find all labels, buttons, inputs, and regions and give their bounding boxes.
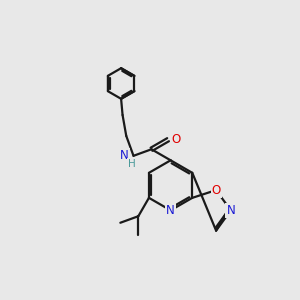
Text: H: H xyxy=(128,159,136,169)
Text: O: O xyxy=(172,133,181,146)
Text: O: O xyxy=(212,184,221,196)
Text: N: N xyxy=(226,204,235,217)
Text: N: N xyxy=(120,149,129,162)
Text: N: N xyxy=(166,204,175,217)
